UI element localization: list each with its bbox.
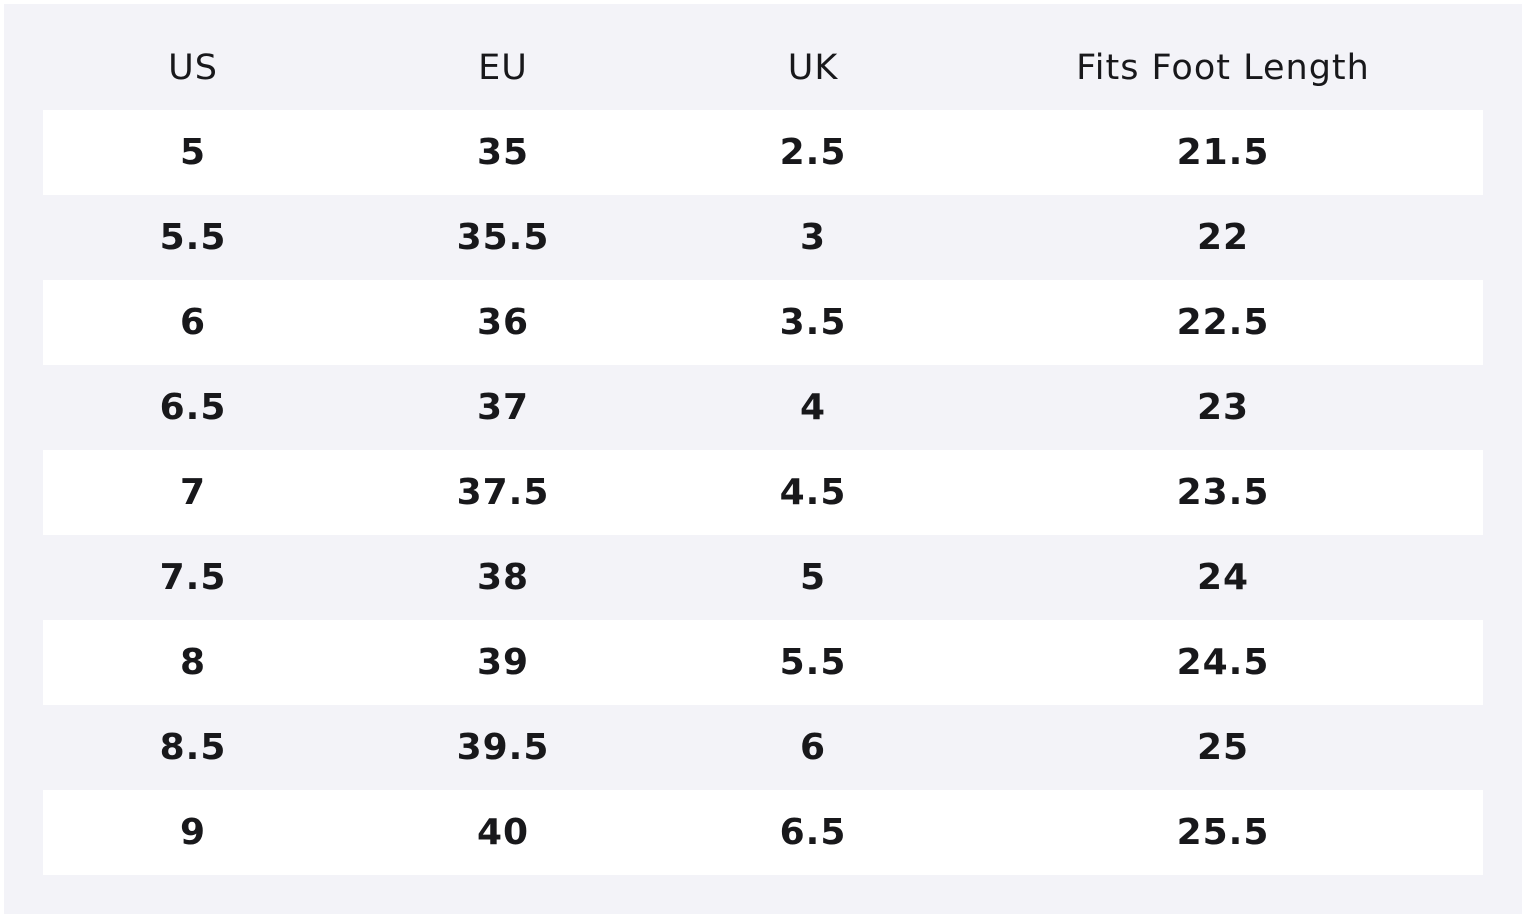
cell-foot-length: 22.5 [963, 280, 1483, 365]
table-row: 9 40 6.5 25.5 [43, 790, 1483, 875]
cell-us: 8.5 [43, 705, 343, 790]
table-row: 6 36 3.5 22.5 [43, 280, 1483, 365]
table-row: 5 35 2.5 21.5 [43, 110, 1483, 195]
cell-uk: 5 [663, 535, 963, 620]
size-chart-table: US EU UK Fits Foot Length 5 35 2.5 21.5 … [43, 26, 1483, 875]
header-uk: UK [787, 48, 839, 88]
table-header-row: US EU UK Fits Foot Length [43, 26, 1483, 110]
table-row: 7.5 38 5 24 [43, 535, 1483, 620]
cell-us: 9 [43, 790, 343, 875]
cell-eu: 35 [343, 110, 663, 195]
table-row: 5.5 35.5 3 22 [43, 195, 1483, 280]
cell-uk: 5.5 [663, 620, 963, 705]
cell-uk: 2.5 [663, 110, 963, 195]
cell-foot-length: 21.5 [963, 110, 1483, 195]
cell-eu: 39.5 [343, 705, 663, 790]
cell-eu: 40 [343, 790, 663, 875]
header-eu: EU [478, 48, 528, 88]
cell-us: 6 [43, 280, 343, 365]
size-chart-panel: US EU UK Fits Foot Length 5 35 2.5 21.5 … [4, 4, 1522, 914]
header-foot-length: Fits Foot Length [1076, 48, 1370, 88]
table-row: 8.5 39.5 6 25 [43, 705, 1483, 790]
cell-uk: 4.5 [663, 450, 963, 535]
cell-us: 7 [43, 450, 343, 535]
cell-foot-length: 23 [963, 365, 1483, 450]
cell-us: 7.5 [43, 535, 343, 620]
cell-uk: 6.5 [663, 790, 963, 875]
table-row: 8 39 5.5 24.5 [43, 620, 1483, 705]
cell-uk: 3 [663, 195, 963, 280]
cell-eu: 36 [343, 280, 663, 365]
header-us: US [168, 48, 218, 88]
cell-foot-length: 23.5 [963, 450, 1483, 535]
table-row: 7 37.5 4.5 23.5 [43, 450, 1483, 535]
cell-foot-length: 25.5 [963, 790, 1483, 875]
cell-us: 5 [43, 110, 343, 195]
table-row: 6.5 37 4 23 [43, 365, 1483, 450]
cell-us: 8 [43, 620, 343, 705]
cell-eu: 35.5 [343, 195, 663, 280]
cell-eu: 37 [343, 365, 663, 450]
cell-foot-length: 22 [963, 195, 1483, 280]
cell-eu: 39 [343, 620, 663, 705]
cell-foot-length: 25 [963, 705, 1483, 790]
cell-foot-length: 24.5 [963, 620, 1483, 705]
cell-uk: 6 [663, 705, 963, 790]
cell-foot-length: 24 [963, 535, 1483, 620]
cell-uk: 4 [663, 365, 963, 450]
cell-uk: 3.5 [663, 280, 963, 365]
cell-us: 6.5 [43, 365, 343, 450]
cell-eu: 38 [343, 535, 663, 620]
cell-eu: 37.5 [343, 450, 663, 535]
cell-us: 5.5 [43, 195, 343, 280]
